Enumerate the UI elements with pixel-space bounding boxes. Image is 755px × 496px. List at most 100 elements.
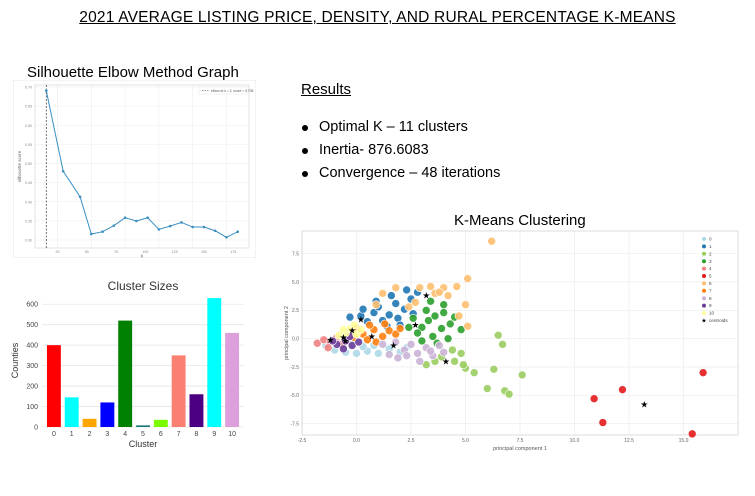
scatter-point-cluster-3 [421,306,431,315]
scatter-point-cluster-6 [435,287,444,297]
scatter-point-cluster-2 [493,330,503,340]
scatter-legend-swatch [702,237,706,241]
scatter-point-cluster-6 [391,283,401,292]
scatter-point-cluster-2 [459,360,468,370]
elbow-point [202,225,206,229]
scatter-point-cluster-6 [443,291,453,300]
scatter-point-cluster-8 [393,353,403,363]
scatter-point-cluster-4 [323,343,333,353]
scatter-point-cluster-10 [339,325,348,334]
scatter-point-cluster-6 [426,282,435,291]
elbow-chart-title: Silhouette Elbow Method Graph [27,64,239,81]
result-text: Optimal K – 11 clusters [319,119,468,135]
bar-cluster-4 [118,320,133,427]
scatter-legend-swatch [702,303,706,308]
bar-y-tick-label: 300 [26,363,38,370]
bar-y-tick-label: 600 [26,302,38,309]
elbow-plot-area [34,84,250,249]
scatter-point-cluster-2 [456,349,466,358]
scatter-point-cluster-3 [439,308,448,317]
elbow-x-tick-label: 175 [230,250,236,254]
scatter-legend-label: 6 [709,281,712,286]
scatter-point-cluster-1 [387,291,396,300]
scatter-y-tick-label: 7.5 [292,251,299,257]
centroid-star-icon: ★ [640,399,648,409]
scatter-legend-swatch [702,274,706,278]
scatter-point-cluster-3 [417,336,427,346]
elbow-x-tick-label: 75 [114,250,118,254]
scatter-point-cluster-8 [415,357,425,366]
scatter-legend-label: centroids [709,318,728,323]
scatter-point-cluster-1 [391,299,401,308]
scatter-legend-label: 2 [709,251,712,256]
scatter-point-cluster-9 [328,336,337,346]
scatter-point-cluster-8 [402,351,411,360]
scatter-legend-swatch [702,296,706,301]
elbow-point [78,195,82,199]
kmeans-chart-title: K-Means Clustering [454,212,586,229]
scatter-point-cluster-6 [487,236,496,246]
elbow-y-axis-label: silhouette score [17,150,22,182]
scatter-point-cluster-3 [430,311,440,321]
scatter-plot-area [301,230,739,436]
scatter-y-tick-label: -5.0 [290,393,299,399]
bar-cluster-10 [225,332,240,427]
scatter-point-cluster-3 [413,328,422,338]
scatter-point-cluster-6 [404,302,414,312]
scatter-point-cluster-1 [402,285,411,295]
scatter-legend-label: 0 [709,237,712,242]
elbow-point [90,232,93,236]
bar-x-tick-label: 8 [195,431,199,438]
bullet-icon [302,171,308,177]
scatter-legend-swatch [702,251,706,256]
centroid-star-icon: ★ [390,340,398,350]
scatter-legend-swatch [702,259,706,264]
scatter-point-cluster-2 [469,368,479,377]
scatter-y-tick-label: 0.0 [292,336,299,342]
scatter-point-cluster-6 [415,283,425,292]
elbow-y-tick-label: 0.40 [25,200,32,204]
scatter-point-cluster-8 [384,350,394,359]
kmeans-chart: -2.5 0.0 2.5 5.0 7.5 10.0 12.5 15.0 -7.5 -5.0 -2.5… [280,229,742,454]
bar-cluster-2 [82,418,97,427]
bar-x-tick-label: 1 [70,431,74,438]
result-inertia: Inertia- 876.6083 [301,139,500,162]
scatter-point-cluster-3 [445,319,455,329]
scatter-legend-label: 3 [709,259,712,264]
scatter-point-cluster-2 [504,389,514,399]
scatter-point-cluster-8 [413,349,422,358]
scatter-x-tick-label: 12.5 [624,438,634,444]
elbow-y-tick-label: 0.65 [25,105,32,109]
scatter-x-axis-label: principal component 1 [493,446,547,452]
bullet-icon [302,148,308,154]
elbow-frame [12,79,257,259]
centroid-legend-star-icon: ★ [701,318,706,325]
elbow-x-tick-label: 150 [201,250,207,254]
elbow-chart-svg: 0.30 0.35 0.40 0.45 0.50 0.55 0.60 0.65 0.70 25 50… [12,79,257,259]
scatter-point-cluster-3 [424,316,433,325]
scatter-point-cluster-2 [498,340,507,349]
scatter-point-cluster-5 [598,418,608,427]
bar-y-tick-label: 200 [26,384,38,391]
elbow-y-tick-label: 0.60 [25,124,32,128]
bar-cluster-7 [171,355,186,427]
centroid-star-icon: ★ [357,314,365,324]
scatter-point-cluster-3 [437,324,446,333]
bar-x-tick-label: 4 [123,431,127,438]
result-text: Convergence – 48 iterations [319,165,501,181]
scatter-point-cluster-0 [352,349,361,358]
centroid-star-icon: ★ [326,335,334,345]
scatter-point-cluster-1 [369,308,379,317]
elbow-point [146,216,149,220]
bar-x-tick-label: 0 [52,431,56,438]
scatter-point-cluster-5 [589,394,599,404]
bar-cluster-9 [207,298,222,427]
scatter-point-cluster-3 [408,313,418,323]
scatter-legend-swatch [702,281,706,286]
scatter-point-cluster-3 [404,323,414,332]
scatter-point-cluster-6 [371,300,381,309]
scatter-point-cluster-6 [463,274,472,283]
scatter-point-cluster-8 [439,347,448,357]
elbow-x-tick-label: 100 [142,250,148,254]
bar-x-tick-label: 3 [105,431,109,438]
